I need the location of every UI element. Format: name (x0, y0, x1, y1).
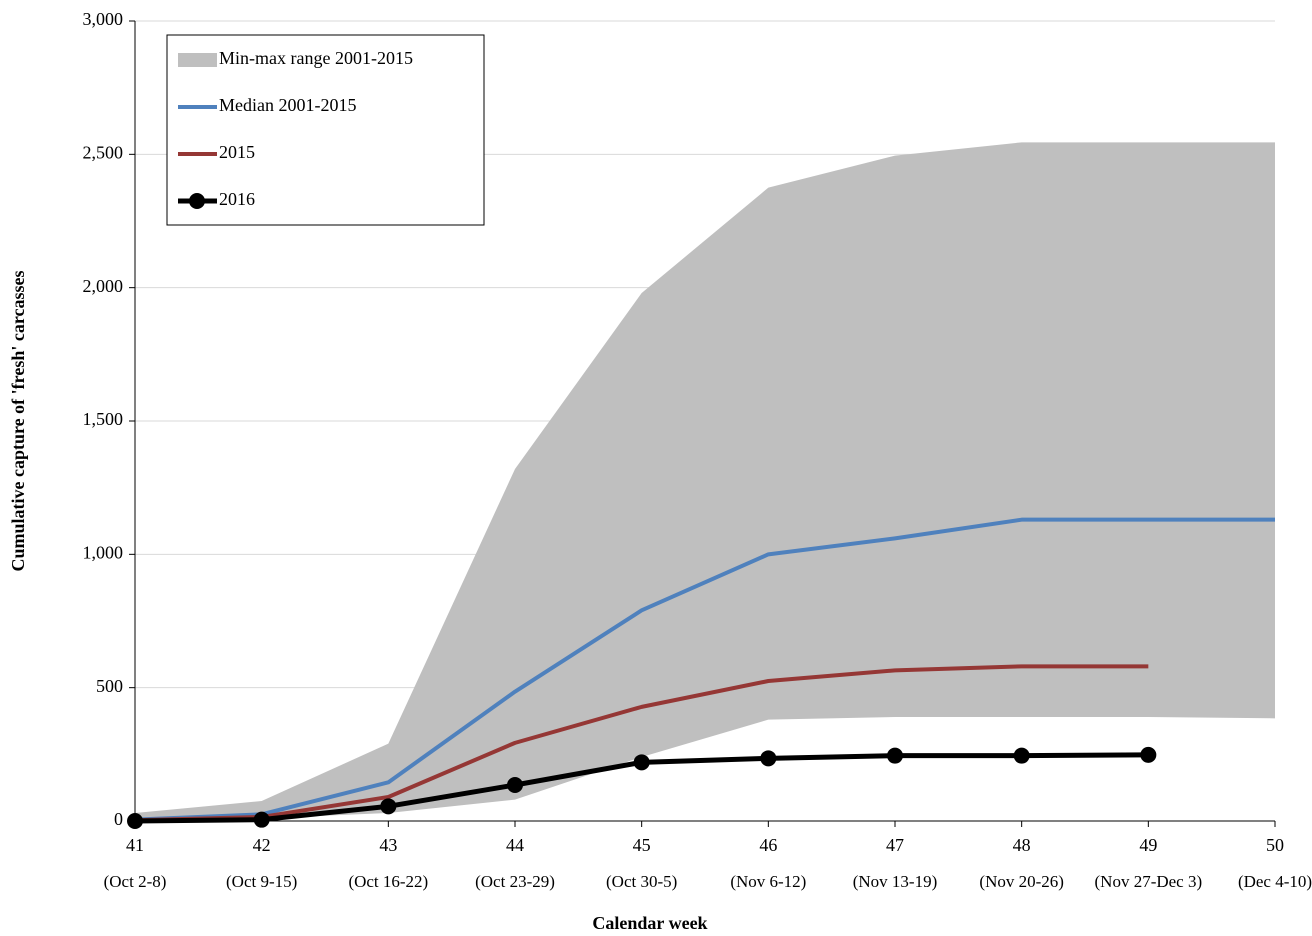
series-marker (887, 747, 903, 764)
legend-label: 2016 (219, 189, 255, 209)
y-axis-title: Cumulative capture of 'fresh' carcasses (8, 271, 28, 572)
x-tick-label: 43 (379, 835, 397, 855)
y-tick-label: 500 (96, 676, 123, 696)
x-tick-date: (Nov 13-19) (853, 872, 938, 891)
series-marker (127, 813, 143, 829)
x-tick-label: 44 (506, 835, 524, 855)
series-line (134, 517, 1275, 822)
range-area (135, 142, 1275, 820)
x-tick-date: (Oct 30-5) (606, 872, 677, 891)
legend-label: Median 2001-2015 (219, 95, 356, 115)
x-tick-date: (Oct 2-8) (104, 872, 167, 891)
series-marker (760, 750, 777, 767)
series-line (134, 664, 1149, 823)
y-tick-label: 0 (114, 809, 123, 829)
x-tick-label: 42 (253, 835, 271, 855)
x-tick-date: (Oct 16-22) (348, 872, 428, 891)
legend-marker (189, 193, 205, 209)
series-marker (633, 754, 650, 771)
legend: Min-max range 2001-2015 Median 2001-2015 2… (166, 34, 485, 226)
legend-box (166, 34, 485, 226)
series-marker (380, 798, 397, 815)
x-tick-label: 49 (1139, 835, 1157, 855)
x-tick-date: (Nov 20-26) (979, 872, 1064, 891)
x-tick-label: 46 (759, 835, 777, 855)
legend-swatch (178, 53, 217, 67)
x-tick-label: 45 (633, 835, 651, 855)
series-marker (507, 777, 523, 793)
series-marker (253, 811, 270, 828)
series-marker (1140, 746, 1157, 763)
x-tick-label: 41 (126, 835, 144, 855)
x-tick-date: (Nov 27-Dec 3) (1095, 872, 1203, 891)
x-tick-date: (Nov 6-12) (730, 872, 806, 891)
y-tick-label: 2,500 (83, 142, 124, 162)
x-tick-label: 47 (886, 835, 904, 855)
y-tick-label: 1,000 (83, 542, 124, 562)
y-tick-label: 3,000 (83, 9, 124, 29)
legend-label: Min-max range 2001-2015 (219, 48, 413, 68)
x-tick-date: (Dec 4-10) (1238, 872, 1312, 891)
x-tick-label: 50 (1266, 835, 1284, 855)
legend-label: 2015 (219, 142, 255, 162)
x-tick-label: 48 (1013, 835, 1031, 855)
y-tick-label: 2,000 (83, 276, 124, 296)
y-tick-label: 1,500 (83, 409, 124, 429)
x-tick-date: (Oct 23-29) (475, 872, 555, 891)
x-tick-date: (Oct 9-15) (226, 872, 297, 891)
x-axis-title: Calendar week (592, 913, 707, 933)
series-marker (1013, 747, 1030, 764)
